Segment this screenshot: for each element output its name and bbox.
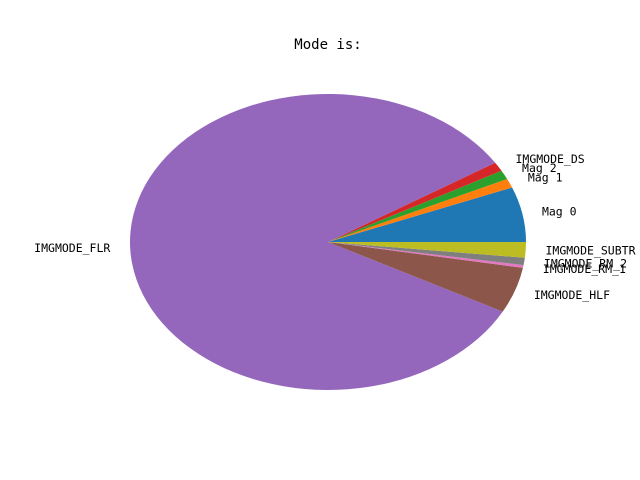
pie-slice-0 bbox=[328, 187, 526, 242]
pie-slices bbox=[130, 94, 526, 391]
slice-label-1: Mag 1 bbox=[528, 170, 563, 184]
pie-slice-2 bbox=[328, 170, 508, 242]
pie-slice-6 bbox=[328, 242, 524, 268]
slice-label-0: Mag 0 bbox=[542, 204, 577, 218]
pie-slice-4 bbox=[130, 94, 503, 391]
slice-label-5: IMGMODE_HLF bbox=[534, 288, 610, 302]
slice-label-8: IMGMODE_SUBTR bbox=[545, 244, 635, 258]
slice-label-4: IMGMODE_FLR bbox=[34, 241, 110, 255]
pie-slice-5 bbox=[328, 242, 523, 312]
slice-label-6: IMGMODE_RM_1 bbox=[543, 262, 626, 276]
pie-slice-7 bbox=[328, 242, 525, 266]
slice-label-2: Mag 2 bbox=[522, 161, 557, 175]
pie-slice-1 bbox=[328, 178, 513, 242]
chart-title: Mode is: bbox=[294, 37, 361, 53]
pie-slice-3 bbox=[328, 162, 502, 242]
pie-slice-8 bbox=[328, 242, 526, 258]
slice-label-3: IMGMODE_DS bbox=[515, 152, 584, 166]
slice-label-7: IMGMODE_RM_2 bbox=[544, 256, 627, 270]
